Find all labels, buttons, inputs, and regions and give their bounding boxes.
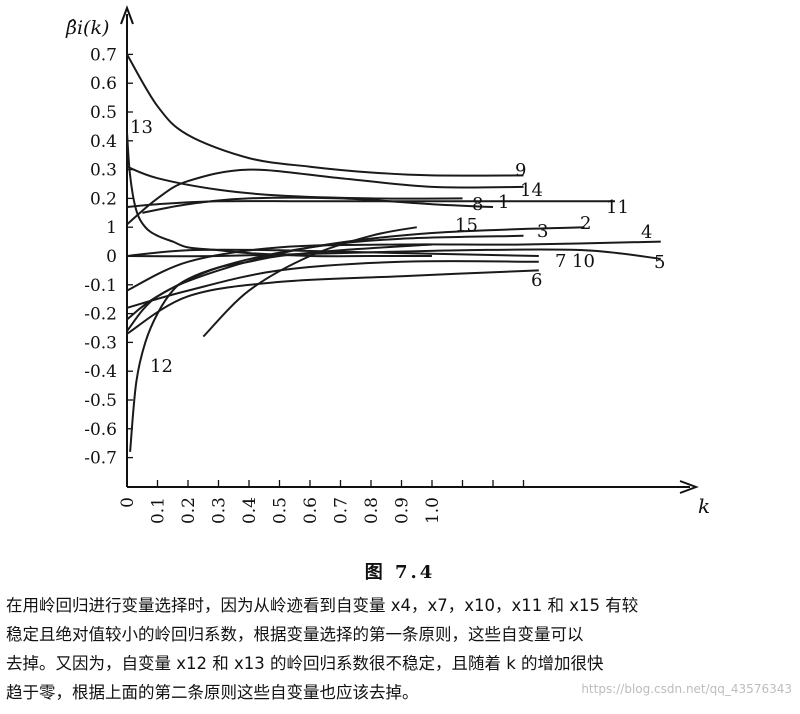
series-line-4: [126, 240, 661, 292]
x-tick-label: 0.5: [271, 497, 291, 524]
paragraph-line: 在用岭回归进行变量选择时，因为从岭迹看到自变量 x4，x7，x10，x11 和 …: [6, 596, 639, 615]
y-tick-label: -0.7: [84, 449, 117, 469]
series-line-7: [126, 260, 539, 309]
y-tick-label: -0.6: [84, 420, 117, 440]
x-tick-label: 0.6: [301, 497, 321, 524]
series-line-2: [126, 226, 585, 332]
x-tick-label: 0.1: [149, 497, 169, 524]
series-line-11: [126, 200, 615, 208]
series-line-6: [126, 269, 539, 335]
figure-caption: 图 7.4: [364, 562, 436, 583]
series-label-6: 6: [531, 270, 542, 291]
axes: [120, 5, 699, 494]
series-line-15: [202, 226, 417, 338]
y-tick-label: -0.5: [84, 391, 117, 411]
series-label-11: 11: [606, 197, 629, 218]
x-tick-label: 0.9: [393, 497, 413, 524]
series-line-1: [126, 165, 463, 200]
y-tick-label: -0.4: [84, 362, 117, 382]
series-line-8: [142, 196, 494, 214]
series-label-7: 7: [555, 251, 566, 272]
x-tick-label: 1.0: [423, 497, 443, 524]
series-label-5: 5: [654, 252, 665, 273]
paragraph-line: 去掉。又因为，自变量 x12 和 x13 的岭回归系数很不稳定，且随着 k 的增…: [6, 654, 604, 673]
paragraph-line: 稳定且绝对值较小的岭回归系数，根据变量选择的第一条原则，这些自变量可以: [6, 625, 584, 644]
y-tick-label: 1: [106, 218, 117, 238]
explanation-paragraph: 在用岭回归进行变量选择时，因为从岭迹看到自变量 x4，x7，x10，x11 和 …: [6, 591, 798, 707]
x-axis-arrow: [679, 480, 699, 494]
y-tick-label: 0: [106, 247, 117, 267]
y-tick-label: -0.1: [84, 276, 117, 296]
watermark: https://blog.csdn.net/qq_43576343: [581, 682, 792, 696]
series-label-2: 2: [580, 213, 591, 234]
series-line-3: [126, 234, 524, 321]
y-tick-label: 0.6: [90, 74, 117, 94]
series-line-10: [126, 248, 539, 257]
y-tick-label: 0.5: [90, 103, 117, 123]
y-tick-label: 0.7: [90, 45, 117, 65]
x-tick-label: 0: [118, 497, 138, 508]
series-label-14: 14: [520, 180, 543, 201]
x-tick-label: 0.2: [179, 497, 199, 524]
y-tick-label: 0.2: [90, 189, 117, 209]
y-tick-label: -0.3: [84, 333, 117, 353]
series-label-1: 1: [498, 192, 509, 213]
series-curves: [126, 53, 661, 452]
series-label-13: 13: [130, 117, 153, 138]
series-label-3: 3: [537, 221, 548, 242]
series-label-8: 8: [472, 194, 483, 215]
series-label-12: 12: [150, 356, 173, 377]
series-labels: 13 12 914 18 11 15 3 2 45 7 10 6: [130, 117, 665, 377]
y-tick-label: 0.4: [90, 132, 117, 152]
series-label-10: 10: [572, 251, 595, 272]
series-line-13: [126, 132, 432, 258]
x-axis-title: k: [698, 494, 710, 518]
series-line-5: [126, 248, 661, 260]
x-tick-label: 0.3: [210, 497, 230, 524]
series-line-9: [126, 53, 524, 177]
y-tick-label: 0.3: [90, 161, 117, 181]
series-label-15: 15: [455, 215, 478, 236]
paragraph-line: 趋于零，根据上面的第二条原则这些自变量也应该去掉。: [6, 683, 419, 702]
y-axis-arrow: [120, 5, 134, 25]
series-line-12: [129, 243, 433, 452]
x-tick-label: 0.8: [362, 497, 382, 524]
y-axis-title: β̂i(k): [65, 17, 109, 39]
series-label-4: 4: [641, 222, 652, 243]
series-line-14: [126, 168, 524, 226]
x-tick-label: 0.7: [332, 497, 352, 524]
series-label-9: 9: [515, 160, 526, 181]
y-tick-label: -0.2: [84, 305, 117, 325]
x-tick-label: 0.4: [240, 497, 260, 524]
tick-labels: 0 0.1 0.2 0.3 0.4 0.5 0.6 0.7 0.8 0.9 1.0 0.7 0.6 0.5…: [65, 17, 710, 524]
